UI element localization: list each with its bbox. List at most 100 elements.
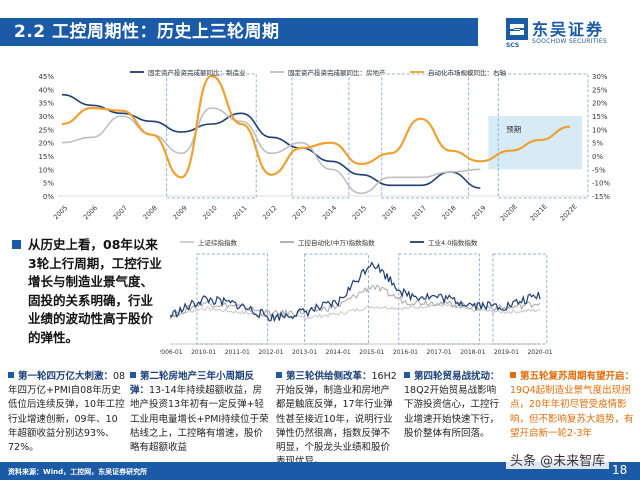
card-body: 08年四万亿+PMI自08年历史低位后连续反弹，10年工控行业增速创新，09年、… <box>8 371 126 454</box>
card-bullet <box>404 372 410 378</box>
y-right-tick: 25% <box>592 86 608 94</box>
legend-label: 自动化市场规模同比：右轴 <box>428 68 507 77</box>
mid-legend-label: 工业4.0指数指数 <box>428 238 478 247</box>
mid-x-tick: 2015-01 <box>359 349 384 356</box>
header: 2.2 工控周期性：历史上三轮周期 东吴证券 SCS SOOCHOW SECUR… <box>0 0 640 58</box>
x-tick-label: 2012 <box>261 204 278 221</box>
y-right-tick: -15% <box>592 193 610 201</box>
logo-en: SOOCHOW SECURITIES <box>532 38 608 45</box>
card-title: 第四轮贸易战扰动： <box>414 371 500 382</box>
y-left-tick: 30% <box>38 113 54 121</box>
x-tick-label: 2008 <box>142 204 159 221</box>
x-tick-label: 2013 <box>291 204 308 221</box>
card-title: 第二轮房地产三年小周期反弹： <box>130 371 255 397</box>
forecast-area <box>488 116 582 170</box>
x-tick-label: 2009 <box>171 204 188 221</box>
mid-x-tick: 2018-01 <box>460 349 485 356</box>
mid-x-tick: 2013-01 <box>292 349 317 356</box>
card-title: 第五轮复苏周期有望开启： <box>520 371 635 382</box>
y-left-tick: 40% <box>38 86 54 94</box>
cycle-box-2 <box>291 73 350 199</box>
mid-x-tick: 2019-01 <box>494 349 519 356</box>
cycle-box-3 <box>381 73 469 199</box>
top-line-chart: 0% 5% 10% 15% 20% 25% 30% 35% 40% 45% -15% -10% -5% 0… <box>38 68 610 223</box>
brand-logo: 东吴证券 SCS SOOCHOW SECURITIES <box>506 16 626 52</box>
card-title: 第三轮供给侧改革： <box>286 371 372 382</box>
y-right-tick: -5% <box>592 166 606 174</box>
y-right-tick: 5% <box>592 140 603 148</box>
x-tick-label: 2017 <box>410 204 427 221</box>
card-body: 16H2开始反弹，制造业和房地产都是触底反弹，17年行业弹性甚至接近10年，说明… <box>276 371 397 467</box>
x-tick-label: 2010 <box>201 204 218 221</box>
legend-label: 固定资产投资完成额同比：制造业 <box>148 68 246 77</box>
y-left-tick: 0% <box>43 193 54 201</box>
y-left-tick: 5% <box>43 180 54 188</box>
card-round-2: 第二轮房地产三年小周期反弹：13-14年持续超额收益，房地产投资13年初有一定反… <box>130 370 270 455</box>
index-line-chart: 2006-01 2010-01 2011-01 2012-01 2013-01 2014-… <box>160 238 553 356</box>
mid-cycle-box-4 <box>492 253 548 345</box>
y-left-tick: 45% <box>38 73 54 81</box>
x-tick-label: 2018 <box>440 204 457 221</box>
mid-x-tick: 2016-01 <box>393 349 418 356</box>
forecast-annotation: 预期 <box>506 124 521 134</box>
card-round-1: 第一轮四万亿大刺激：08年四万亿+PMI自08年历史低位后连续反弹，10年工控行… <box>8 370 126 455</box>
x-tick-label: 2021E <box>529 202 549 222</box>
x-tick-label: 2005 <box>52 204 69 221</box>
y-left-tick: 35% <box>38 100 54 108</box>
x-tick-label: 2022E <box>558 202 578 222</box>
y-left-tick: 10% <box>38 166 54 174</box>
logo-cn: 东吴证券 <box>532 20 605 39</box>
x-tick-label: 2020E <box>499 202 519 222</box>
card-bullet <box>8 372 14 378</box>
card-bullet <box>130 372 136 378</box>
y-right-tick: 30% <box>592 73 608 81</box>
cycle-box-4 <box>497 73 589 199</box>
page-number: 18 <box>612 463 628 477</box>
mid-legend-label: 上证综指指数 <box>198 238 238 247</box>
summary-bullet <box>12 240 21 249</box>
watermark: 头条 @未来智库 <box>506 450 610 469</box>
mid-x-tick: 2014-01 <box>326 349 351 356</box>
series-line-3 <box>61 74 571 179</box>
mid-x-tick: 2017-01 <box>427 349 452 356</box>
mid-legend-label: 工控自动化(中万)指数指数 <box>298 238 375 247</box>
x-tick-label: 2007 <box>112 204 129 221</box>
x-tick-label: 2006 <box>82 204 99 221</box>
y-right-tick: 20% <box>592 100 608 108</box>
y-right-tick: -10% <box>592 180 610 188</box>
card-round-4: 第四轮贸易战扰动： 18Q2开始贸易战影响下游投资信心，工控行业增速开始快速下行，… <box>404 370 504 441</box>
y-right-tick: 10% <box>592 126 608 134</box>
card-bullet <box>510 372 516 378</box>
logo-abbr: SCS <box>506 42 520 49</box>
summary-text: 从历史上看，08年以来3轮上行周期，工控行业增长与制造业景气度、固投的关系明确，… <box>28 237 162 345</box>
x-tick-label: 2015 <box>351 204 368 221</box>
card-bullet <box>276 372 282 378</box>
card-title: 第一轮四万亿大刺激： <box>18 371 114 382</box>
mid-x-tick: 2020-01 <box>527 349 552 356</box>
mid-x-tick: 2006-01 <box>160 349 183 356</box>
mid-x-tick: 2011-01 <box>225 349 250 356</box>
mid-x-tick: 2012-01 <box>258 349 283 356</box>
legend-label: 固定资产投资完成额同比：房地产 <box>288 68 386 77</box>
mid-x-tick: 2010-01 <box>191 349 216 356</box>
card-body: 19Q4起制造业景气度出现拐点，20年年初尽管受疫情影响，但不影响复苏大趋势，有… <box>510 385 634 439</box>
x-tick-label: 2019 <box>470 204 487 221</box>
title-bar: 2.2 工控周期性：历史上三轮周期 <box>0 18 478 46</box>
cycle-box-1 <box>166 73 257 199</box>
series-line-2 <box>61 107 481 195</box>
card-round-5: 第五轮复苏周期有望开启： 19Q4起制造业景气度出现拐点，20年年初尽管受疫情影响… <box>510 370 634 441</box>
card-round-3: 第三轮供给侧改革：16H2开始反弹，制造业和房地产都是触底反弹，17年行业弹性甚… <box>276 370 398 469</box>
index-series-3 <box>169 261 541 323</box>
x-tick-label: 2016 <box>381 204 398 221</box>
index-series-2 <box>169 284 541 320</box>
card-body: 13-14年持续超额收益，房地产投资13年初有一定反弹+轻工业用电量增长+PMI… <box>130 385 269 454</box>
logo-mark-icon <box>506 18 528 40</box>
x-tick-label: 2011 <box>231 204 248 221</box>
y-left-tick: 25% <box>38 126 54 134</box>
footer-bar <box>0 462 640 480</box>
y-left-tick: 15% <box>38 153 54 161</box>
source-note: 资料来源：Wind，工控网，东吴证券研究所 <box>8 468 148 476</box>
x-tick-label: 2014 <box>321 204 338 221</box>
mid-cycle-box-2 <box>304 253 369 345</box>
y-right-tick: 0% <box>592 153 603 161</box>
